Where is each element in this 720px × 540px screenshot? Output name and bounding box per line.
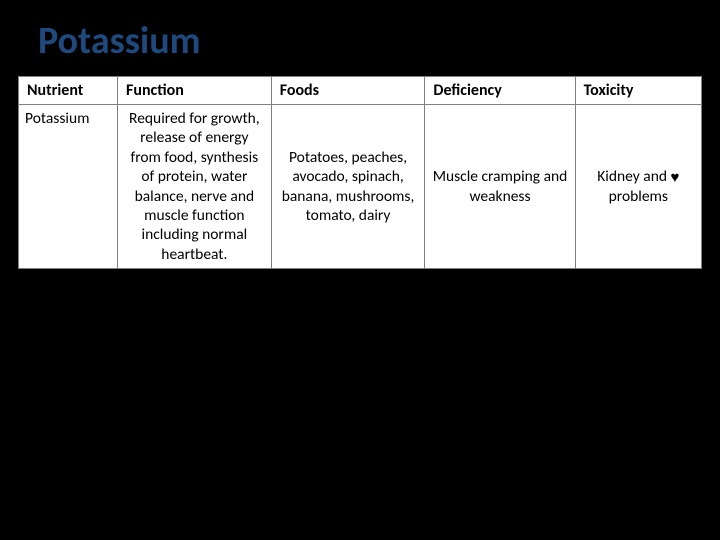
nutrient-table: Nutrient Function Foods Deficiency Toxic… (18, 76, 702, 269)
table-row: Potassium Required for growth, release o… (19, 105, 702, 269)
page-title: Potassium (0, 0, 720, 76)
header-deficiency: Deficiency (425, 77, 575, 105)
cell-deficiency: Muscle cramping and weakness (425, 105, 575, 269)
header-foods: Foods (271, 77, 425, 105)
table-header-row: Nutrient Function Foods Deficiency Toxic… (19, 77, 702, 105)
nutrient-table-container: Nutrient Function Foods Deficiency Toxic… (18, 76, 702, 269)
cell-foods: Potatoes, peaches, avocado, spinach, ban… (271, 105, 425, 269)
cell-function: Required for growth, release of energy f… (118, 105, 272, 269)
header-toxicity: Toxicity (575, 77, 701, 105)
cell-nutrient: Potassium (19, 105, 118, 269)
toxicity-suffix: problems (609, 187, 668, 206)
header-function: Function (118, 77, 272, 105)
cell-toxicity: Kidney and ♥ problems (575, 105, 701, 269)
heart-icon: ♥ (670, 171, 679, 186)
toxicity-prefix: Kidney and (597, 167, 670, 186)
header-nutrient: Nutrient (19, 77, 118, 105)
